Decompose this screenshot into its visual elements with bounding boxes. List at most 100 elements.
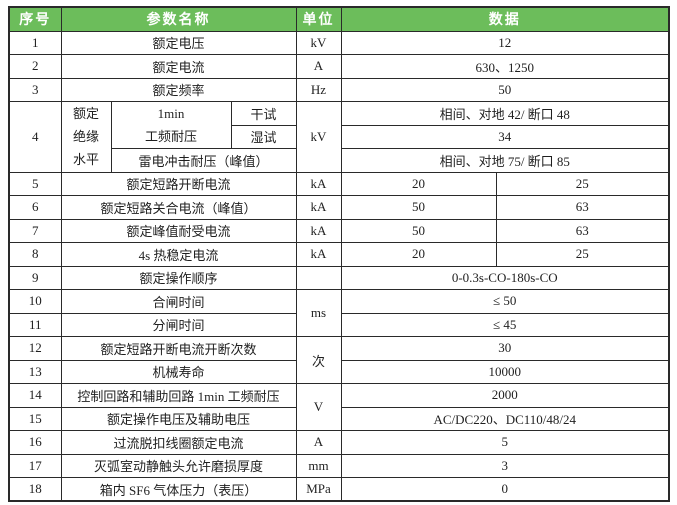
row12-num: 12 bbox=[8, 336, 62, 361]
row5-data2: 25 bbox=[495, 171, 670, 196]
row17-data: 3 bbox=[340, 453, 670, 478]
row14-num: 14 bbox=[8, 383, 62, 408]
row11-param: 分闸时间 bbox=[60, 312, 297, 337]
row2-unit: A bbox=[295, 54, 342, 79]
row6-unit: kA bbox=[295, 195, 342, 220]
row17-param: 灭弧室动静触头允许磨损厚度 bbox=[60, 453, 297, 478]
table-row: 17 灭弧室动静触头允许磨损厚度 mm 3 bbox=[8, 453, 670, 478]
row2-param: 额定电流 bbox=[60, 54, 297, 79]
header-param: 参数名称 bbox=[60, 6, 297, 32]
row5-num: 5 bbox=[8, 171, 62, 196]
row7-data2: 63 bbox=[495, 218, 670, 243]
row12-data: 30 bbox=[340, 336, 670, 361]
row17-num: 17 bbox=[8, 453, 62, 478]
row7-num: 7 bbox=[8, 218, 62, 243]
row4-insulation-level-label: 额定 绝缘 水平 bbox=[60, 101, 112, 173]
row9-unit bbox=[295, 265, 342, 290]
row14-unit: V bbox=[295, 383, 342, 431]
row1-unit: kV bbox=[295, 30, 342, 55]
row6-data2: 63 bbox=[495, 195, 670, 220]
row8-param: 4s 热稳定电流 bbox=[60, 242, 297, 267]
row3-unit: Hz bbox=[295, 77, 342, 102]
row8-data2: 25 bbox=[495, 242, 670, 267]
spec-table: 序号 参数名称 单位 数据 1 额定电压 kV 12 2 额定电流 A 630、… bbox=[8, 6, 670, 502]
table-row: 3 额定频率 Hz 50 bbox=[8, 77, 670, 102]
table-row: 湿试 34 bbox=[9, 124, 670, 149]
table-row: 8 4s 热稳定电流 kA 20 25 bbox=[8, 242, 670, 267]
row8-num: 8 bbox=[8, 242, 62, 267]
table-row: 9 额定操作顺序 0-0.3s-CO-180s-CO bbox=[8, 265, 670, 290]
table-row: 11 分闸时间 ≤ 45 bbox=[8, 312, 670, 337]
row4-lightning-data: 相间、对地 75/ 断口 85 bbox=[340, 148, 670, 173]
row4-dry-test-label: 干试 bbox=[230, 101, 297, 126]
row13-param: 机械寿命 bbox=[60, 359, 297, 384]
row14-data: 2000 bbox=[340, 383, 670, 408]
row5-unit: kA bbox=[295, 171, 342, 196]
row4-dry-data: 相间、对地 42/ 断口 48 bbox=[340, 101, 670, 126]
table-row: 14 控制回路和辅助回路 1min 工频耐压 V 2000 bbox=[8, 383, 670, 431]
table-row: 10 合闸时间 ms ≤ 50 bbox=[8, 289, 670, 337]
row1-num: 1 bbox=[8, 30, 62, 55]
row10-data: ≤ 50 bbox=[340, 289, 670, 314]
header-num: 序号 bbox=[8, 6, 62, 32]
row14-param: 控制回路和辅助回路 1min 工频耐压 bbox=[60, 383, 297, 408]
row2-data: 630、1250 bbox=[340, 54, 670, 79]
table-row: 4 额定 绝缘 水平 1min 工频耐压 干试 kV 相间、对地 42/ 断口 … bbox=[8, 101, 670, 173]
table-row: 7 额定峰值耐受电流 kA 50 63 bbox=[8, 218, 670, 243]
row10-param: 合闸时间 bbox=[60, 289, 297, 314]
row4-wet-test-label: 湿试 bbox=[230, 124, 297, 149]
row7-param: 额定峰值耐受电流 bbox=[60, 218, 297, 243]
row5-param: 额定短路开断电流 bbox=[60, 171, 297, 196]
row2-num: 2 bbox=[8, 54, 62, 79]
table-row: 1 额定电压 kV 12 bbox=[8, 30, 670, 55]
row16-num: 16 bbox=[8, 430, 62, 455]
table-row: 雷电冲击耐压（峰值） 相间、对地 75/ 断口 85 bbox=[9, 148, 670, 173]
row10-num: 10 bbox=[8, 289, 62, 314]
table-row: 15 额定操作电压及辅助电压 AC/DC220、DC110/48/24 bbox=[8, 406, 670, 431]
row16-unit: A bbox=[295, 430, 342, 455]
row15-num: 15 bbox=[8, 406, 62, 431]
row7-unit: kA bbox=[295, 218, 342, 243]
row18-data: 0 bbox=[340, 477, 670, 502]
table-row: 12 额定短路开断电流开断次数 次 30 bbox=[8, 336, 670, 384]
row4-power-freq-withstand-label: 1min 工频耐压 bbox=[110, 101, 232, 149]
row13-data: 10000 bbox=[340, 359, 670, 384]
row7-data1: 50 bbox=[340, 218, 497, 243]
table-row: 18 箱内 SF6 气体压力（表压） MPa 0 bbox=[8, 477, 670, 502]
row3-param: 额定频率 bbox=[60, 77, 297, 102]
row6-data1: 50 bbox=[340, 195, 497, 220]
row4-num: 4 bbox=[8, 101, 62, 173]
row4-unit: kV bbox=[295, 101, 342, 173]
row8-data1: 20 bbox=[340, 242, 497, 267]
row17-unit: mm bbox=[295, 453, 342, 478]
row10-unit: ms bbox=[295, 289, 342, 337]
row18-unit: MPa bbox=[295, 477, 342, 502]
row16-data: 5 bbox=[340, 430, 670, 455]
header-unit: 单位 bbox=[295, 6, 342, 32]
row4-lightning-impulse-label: 雷电冲击耐压（峰值） bbox=[110, 148, 297, 173]
row3-num: 3 bbox=[8, 77, 62, 102]
table-row: 16 过流脱扣线圈额定电流 A 5 bbox=[8, 430, 670, 455]
row9-param: 额定操作顺序 bbox=[60, 265, 297, 290]
row6-param: 额定短路关合电流（峰值） bbox=[60, 195, 297, 220]
row18-param: 箱内 SF6 气体压力（表压） bbox=[60, 477, 297, 502]
table-row: 6 额定短路关合电流（峰值） kA 50 63 bbox=[8, 195, 670, 220]
row4-wet-data: 34 bbox=[340, 124, 670, 149]
row13-num: 13 bbox=[8, 359, 62, 384]
row12-param: 额定短路开断电流开断次数 bbox=[60, 336, 297, 361]
row11-data: ≤ 45 bbox=[340, 312, 670, 337]
table-row: 5 额定短路开断电流 kA 20 25 bbox=[8, 171, 670, 196]
row6-num: 6 bbox=[8, 195, 62, 220]
row11-num: 11 bbox=[8, 312, 62, 337]
row9-data: 0-0.3s-CO-180s-CO bbox=[340, 265, 670, 290]
header-data: 数据 bbox=[340, 6, 670, 32]
row12-unit: 次 bbox=[295, 336, 342, 384]
table-row: 2 额定电流 A 630、1250 bbox=[8, 54, 670, 79]
row15-param: 额定操作电压及辅助电压 bbox=[60, 406, 297, 431]
row15-data: AC/DC220、DC110/48/24 bbox=[340, 406, 670, 431]
table-row: 13 机械寿命 10000 bbox=[8, 359, 670, 384]
row5-data1: 20 bbox=[340, 171, 497, 196]
row8-unit: kA bbox=[295, 242, 342, 267]
row18-num: 18 bbox=[8, 477, 62, 502]
row9-num: 9 bbox=[8, 265, 62, 290]
